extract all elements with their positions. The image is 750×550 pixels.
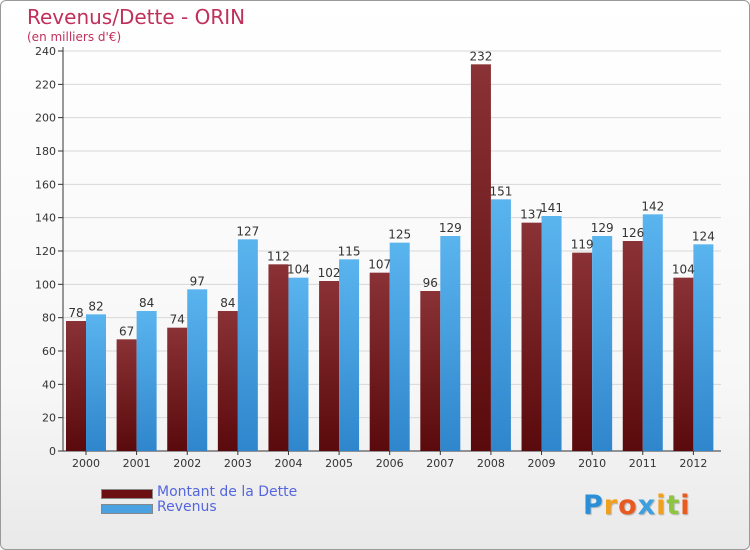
- data-label: 141: [540, 201, 563, 215]
- data-label: 151: [489, 184, 512, 198]
- bar-revenue: [86, 314, 106, 451]
- data-label: 124: [692, 229, 715, 243]
- data-label: 67: [119, 324, 134, 338]
- bar-revenue: [490, 199, 511, 451]
- bar-revenue: [642, 214, 663, 451]
- data-label: 96: [423, 276, 438, 290]
- logo-letter: r: [603, 490, 619, 521]
- legend-label-revenue: Revenus: [157, 499, 217, 515]
- logo-letter: x: [637, 490, 657, 521]
- proxiti-logo: Proxiti: [583, 490, 691, 521]
- y-tick-label: 200: [35, 112, 56, 125]
- axes: 0 20 40 60 80 100 120 140 160 180 200 220 240 2000 200…: [35, 45, 721, 470]
- logo-letter: i: [680, 490, 691, 521]
- data-label: 102: [318, 266, 341, 280]
- data-label: 126: [621, 226, 644, 240]
- data-label: 104: [672, 263, 695, 277]
- y-tick-label: 120: [35, 245, 56, 258]
- legend-label-debt: Montant de la Dette: [157, 484, 298, 500]
- x-tick-label: 2004: [274, 457, 302, 470]
- bar-debt: [420, 291, 441, 451]
- bar-debt: [369, 272, 390, 451]
- y-tick-label: 100: [35, 278, 56, 291]
- bar-debt: [167, 327, 188, 451]
- data-label: 97: [190, 274, 205, 288]
- chart-subtitle: (en milliers d'€): [27, 30, 122, 44]
- data-label: 82: [88, 299, 103, 313]
- bar-debt: [622, 241, 643, 451]
- data-label: 74: [170, 313, 185, 327]
- bar-debt: [572, 252, 593, 451]
- y-tick-label: 80: [42, 312, 56, 325]
- data-label: 115: [338, 244, 361, 258]
- bar-revenue: [592, 236, 613, 451]
- data-label: 84: [139, 296, 154, 310]
- x-tick-label: 2009: [528, 457, 556, 470]
- chart-title: Revenus/Dette - ORIN: [27, 5, 246, 29]
- y-tick-label: 160: [35, 178, 56, 191]
- y-tick-label: 240: [35, 45, 56, 58]
- bar-debt: [268, 264, 289, 451]
- x-tick-label: 2006: [376, 457, 404, 470]
- bar-revenue: [288, 277, 309, 451]
- y-tick-label: 220: [35, 78, 56, 91]
- data-label: 119: [571, 238, 594, 252]
- y-tick-label: 140: [35, 212, 56, 225]
- data-label: 112: [267, 249, 290, 263]
- legend-swatch-debt: [101, 489, 153, 499]
- x-tick-label: 2011: [629, 457, 657, 470]
- legend-swatch-revenue: [101, 504, 153, 514]
- bar-debt: [217, 311, 238, 451]
- data-label: 129: [439, 221, 462, 235]
- y-tick-label: 20: [42, 412, 56, 425]
- x-tick-label: 2005: [325, 457, 353, 470]
- y-tick-label: 0: [49, 445, 56, 458]
- data-label: 104: [287, 263, 310, 277]
- data-label: 129: [591, 221, 614, 235]
- logo-letter: i: [656, 490, 667, 521]
- x-tick-label: 2001: [123, 457, 151, 470]
- data-label: 142: [641, 199, 664, 213]
- y-tick-label: 180: [35, 145, 56, 158]
- x-tick-label: 2002: [173, 457, 201, 470]
- data-label: 232: [469, 49, 492, 63]
- logo-letter: P: [583, 490, 604, 521]
- x-tick-label: 2008: [477, 457, 505, 470]
- bar-revenue: [541, 216, 562, 451]
- bar-debt: [66, 321, 86, 451]
- x-tick-label: 2007: [426, 457, 454, 470]
- y-tick-label: 40: [42, 378, 56, 391]
- bar-revenue: [389, 242, 410, 451]
- logo-letter: o: [618, 490, 638, 521]
- y-tick-label: 60: [42, 345, 56, 358]
- bar-revenue: [237, 239, 258, 451]
- bar-debt: [673, 277, 694, 451]
- x-tick-label: 2003: [224, 457, 252, 470]
- bar-revenue: [440, 236, 461, 451]
- bar-debt: [319, 281, 340, 451]
- bar-debt: [470, 64, 491, 452]
- bars: [66, 64, 714, 452]
- bar-revenue: [693, 244, 714, 451]
- data-label: 125: [388, 228, 411, 242]
- bar-debt: [521, 222, 542, 451]
- data-label: 137: [520, 208, 543, 222]
- bar-debt: [116, 339, 137, 451]
- data-label: 127: [236, 224, 259, 238]
- x-tick-label: 2000: [72, 457, 100, 470]
- x-tick-label: 2010: [578, 457, 606, 470]
- logo-letter: t: [666, 490, 681, 521]
- bar-revenue: [187, 289, 208, 451]
- data-label: 78: [68, 306, 83, 320]
- data-label: 107: [368, 258, 391, 272]
- bar-revenue: [136, 311, 157, 451]
- data-label: 84: [220, 296, 235, 310]
- x-tick-label: 2012: [679, 457, 707, 470]
- bar-revenue: [339, 259, 360, 451]
